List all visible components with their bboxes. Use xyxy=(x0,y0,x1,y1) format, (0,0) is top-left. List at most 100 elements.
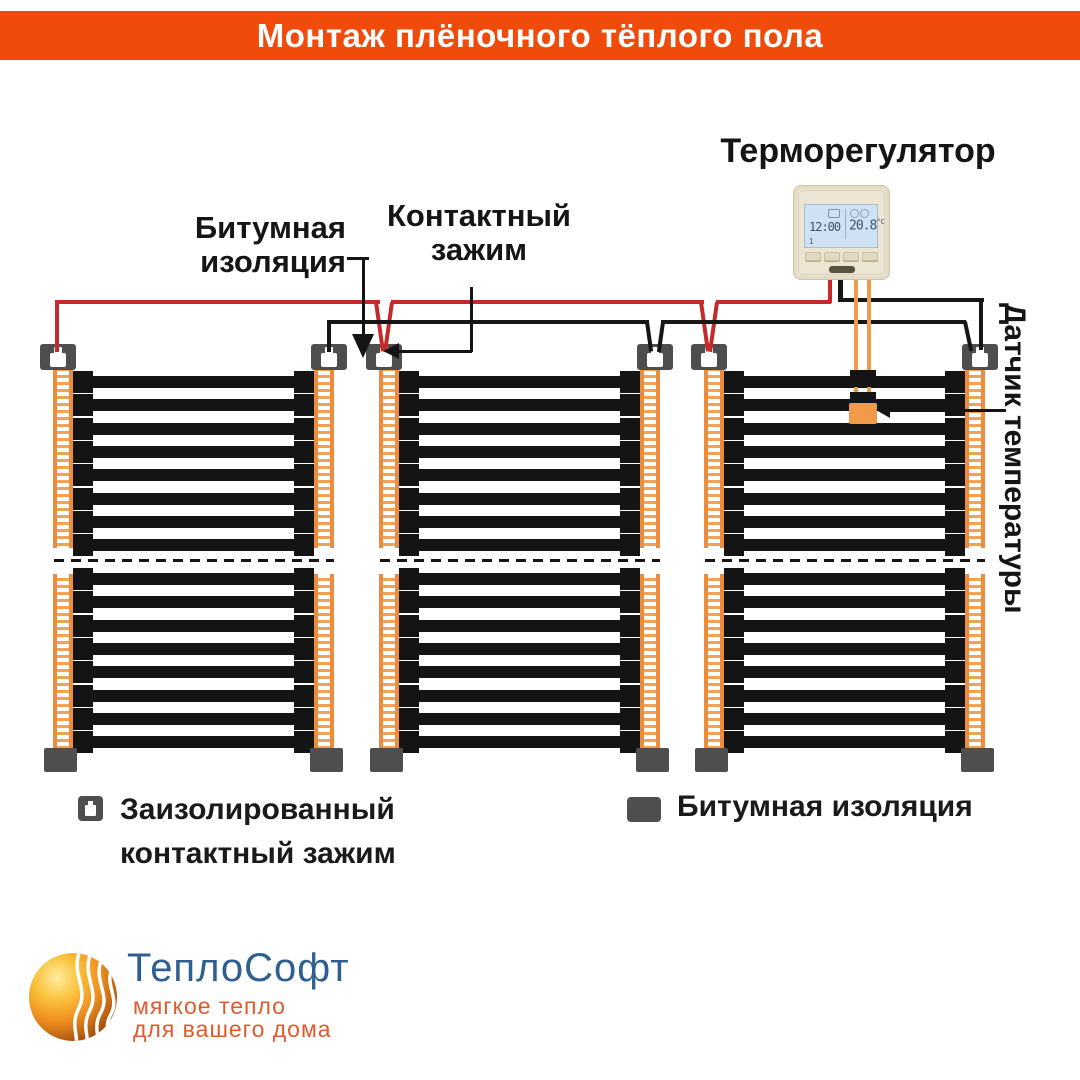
thermostat-button[interactable] xyxy=(805,252,821,261)
stripe-cap xyxy=(620,661,640,684)
stripe-bar xyxy=(83,422,304,435)
stripe-cap xyxy=(945,661,965,684)
lcd-program-digit: 1 xyxy=(809,237,814,246)
brand-name: ТеплоСофт xyxy=(127,946,350,990)
lcd-time: 12:00 xyxy=(809,220,841,234)
leader-line xyxy=(888,409,1006,412)
stripe-cap xyxy=(620,568,640,590)
stripe-cap xyxy=(294,510,314,533)
label-thermostat: Терморегулятор xyxy=(720,132,996,170)
lcd-clock-icon xyxy=(850,209,859,218)
stripe-bar xyxy=(409,642,630,655)
stripe-cap xyxy=(294,440,314,463)
stripe-bar xyxy=(409,469,630,482)
clamp-plug-icon xyxy=(647,347,663,367)
legend-bitumen-label: Битумная изоляция xyxy=(677,790,973,823)
heating-stripes xyxy=(40,344,347,774)
red-wire-segment xyxy=(55,300,59,352)
cut-dashed-line xyxy=(705,559,985,562)
thermostat-button[interactable] xyxy=(862,252,878,261)
stripe-cap xyxy=(294,487,314,510)
heating-stripe xyxy=(724,684,965,707)
heating-stripe xyxy=(73,440,314,463)
stripe-cap xyxy=(294,661,314,684)
stripe-cap xyxy=(620,707,640,730)
legend-bitumen-icon xyxy=(627,797,661,822)
stripe-cap xyxy=(620,510,640,533)
clamp-plug-icon xyxy=(50,347,66,367)
stripe-bar xyxy=(83,736,304,749)
heating-stripe xyxy=(73,487,314,510)
heating-stripe xyxy=(399,510,640,533)
lcd-temp-value: 20.8 xyxy=(849,218,877,234)
lcd-temp-unit: °C xyxy=(876,218,885,226)
stripe-bar xyxy=(409,689,630,702)
thermostat-button[interactable] xyxy=(843,252,859,261)
heating-stripe xyxy=(73,417,314,440)
stripe-bar xyxy=(409,596,630,609)
leader-line xyxy=(470,287,473,352)
heating-stripe xyxy=(399,614,640,637)
clamp-plug-icon xyxy=(701,347,717,367)
heating-stripe xyxy=(724,464,965,487)
heating-stripe xyxy=(399,707,640,730)
heating-stripe xyxy=(724,371,965,393)
stripe-cap xyxy=(945,707,965,730)
bitumen-insulation-pad xyxy=(695,748,728,772)
stripe-cap xyxy=(620,487,640,510)
title-bar: Монтаж плёночного тёплого пола xyxy=(0,11,1080,60)
stripe-bar xyxy=(734,422,955,435)
stripe-cap xyxy=(294,637,314,660)
stripe-bar xyxy=(734,539,955,552)
stripe-cap xyxy=(620,394,640,417)
stripe-cap xyxy=(294,464,314,487)
black-wire-segment xyxy=(327,320,649,324)
red-wire-segment xyxy=(55,300,380,304)
stripe-bar xyxy=(409,399,630,412)
stripe-cap xyxy=(620,440,640,463)
heating-stripe xyxy=(399,534,640,557)
label-bitumen-insulation: Битумная изоляция xyxy=(150,211,346,279)
stripe-cap xyxy=(294,614,314,637)
stripe-cap xyxy=(945,510,965,533)
stripe-cap xyxy=(620,464,640,487)
stripe-cap xyxy=(620,614,640,637)
heating-stripe xyxy=(73,614,314,637)
heating-stripe xyxy=(399,684,640,707)
stripe-bar xyxy=(83,539,304,552)
stripe-cap xyxy=(620,684,640,707)
stripe-cap xyxy=(945,464,965,487)
heating-stripe xyxy=(724,637,965,660)
stripe-cap xyxy=(620,637,640,660)
leader-line xyxy=(347,257,369,260)
stripe-bar xyxy=(409,712,630,725)
arrow-down-icon xyxy=(352,334,374,358)
stripe-bar xyxy=(83,376,304,388)
brand-tagline: мягкое тепло xyxy=(133,993,286,1019)
stripe-bar xyxy=(83,399,304,412)
bitumen-patch xyxy=(850,370,876,387)
stripe-cap xyxy=(945,637,965,660)
label-line: изоляция xyxy=(200,244,346,279)
stripe-cap xyxy=(294,684,314,707)
thermostat-button[interactable] xyxy=(824,252,840,261)
legend-insulated-clamp-label: Заизолированный контактный зажим xyxy=(120,788,396,876)
heating-stripe xyxy=(399,487,640,510)
stripe-bar xyxy=(83,469,304,482)
heating-stripes xyxy=(366,344,673,774)
heating-stripe xyxy=(399,394,640,417)
heating-stripe xyxy=(399,464,640,487)
stripe-bar xyxy=(409,422,630,435)
heating-stripe xyxy=(399,661,640,684)
cut-dashed-line xyxy=(54,559,334,562)
stripe-bar xyxy=(83,712,304,725)
heating-stripe xyxy=(399,731,640,754)
clamp-plug-icon xyxy=(972,347,988,367)
black-wire-segment xyxy=(327,320,331,352)
stripe-bar xyxy=(734,596,955,609)
black-wire-segment xyxy=(838,298,984,302)
black-wire-segment xyxy=(979,300,983,350)
heating-stripe xyxy=(724,614,965,637)
sensor-cable xyxy=(854,277,858,403)
